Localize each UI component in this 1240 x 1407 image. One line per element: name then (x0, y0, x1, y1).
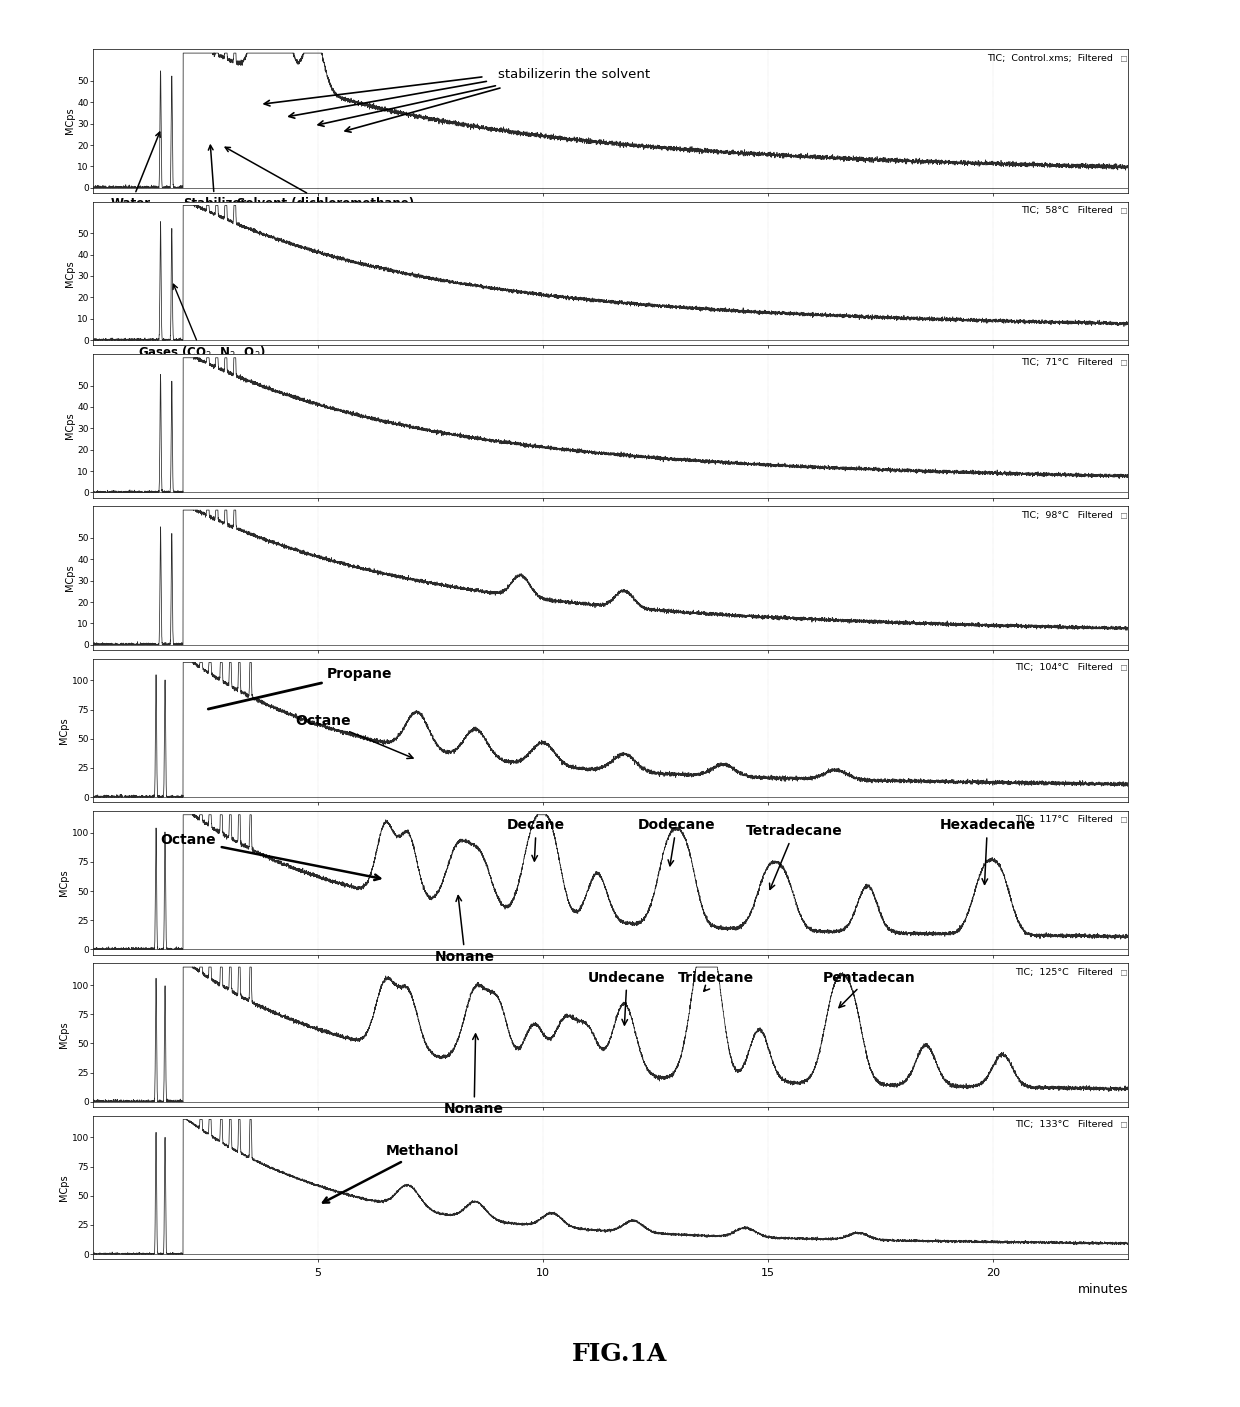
Text: Stabilizer: Stabilizer (184, 145, 247, 210)
Text: TIC;  117°C   Filtered: TIC; 117°C Filtered (1016, 815, 1112, 825)
Text: TIC;  104°C   Filtered: TIC; 104°C Filtered (1016, 663, 1112, 673)
Text: □: □ (1117, 359, 1127, 367)
Text: Tetradecane: Tetradecane (745, 825, 842, 889)
Text: Nonane: Nonane (435, 896, 495, 964)
Y-axis label: MCps: MCps (58, 870, 68, 896)
Y-axis label: MCps: MCps (64, 108, 74, 135)
Text: Water: Water (112, 132, 160, 210)
Text: Methanol: Methanol (324, 1144, 459, 1203)
Y-axis label: MCps: MCps (58, 1173, 68, 1200)
Text: Hexadecane: Hexadecane (940, 819, 1035, 885)
Text: Octane: Octane (295, 713, 413, 758)
Y-axis label: MCps: MCps (58, 1021, 68, 1048)
Text: □: □ (1117, 53, 1127, 62)
Text: □: □ (1117, 1120, 1127, 1128)
Text: Solvent (dichloromethane): Solvent (dichloromethane) (226, 148, 414, 210)
Y-axis label: MCps: MCps (64, 260, 74, 287)
Text: TIC;  Control.xms;  Filtered: TIC; Control.xms; Filtered (987, 53, 1112, 62)
Text: Propane: Propane (208, 667, 393, 709)
Text: Nonane: Nonane (444, 1034, 505, 1117)
Text: □: □ (1117, 968, 1127, 976)
Y-axis label: MCps: MCps (64, 412, 74, 439)
Text: Tridecane: Tridecane (678, 971, 754, 991)
Text: Undecane: Undecane (588, 971, 666, 1026)
Text: □: □ (1117, 205, 1127, 215)
Y-axis label: MCps: MCps (58, 718, 68, 744)
Text: Pentadecan: Pentadecan (822, 971, 915, 1007)
X-axis label: minutes: minutes (1078, 1283, 1128, 1296)
Text: TIC;  71°C   Filtered: TIC; 71°C Filtered (1021, 359, 1112, 367)
Text: TIC;  133°C   Filtered: TIC; 133°C Filtered (1014, 1120, 1112, 1128)
Text: □: □ (1117, 511, 1127, 519)
Text: TIC;  98°C   Filtered: TIC; 98°C Filtered (1021, 511, 1112, 519)
Text: □: □ (1117, 663, 1127, 673)
Text: Decane: Decane (507, 819, 565, 861)
Text: □: □ (1117, 815, 1127, 825)
Text: TIC;  58°C   Filtered: TIC; 58°C Filtered (1021, 205, 1112, 215)
Text: Octane: Octane (160, 833, 381, 879)
Text: stabilizerin the solvent: stabilizerin the solvent (498, 68, 650, 82)
Text: TIC;  125°C   Filtered: TIC; 125°C Filtered (1016, 968, 1112, 976)
Text: Dodecane: Dodecane (637, 819, 715, 865)
Text: FIG.1A: FIG.1A (573, 1341, 667, 1366)
Text: Gases (CO$_2$, N$_2$, O$_2$): Gases (CO$_2$, N$_2$, O$_2$) (138, 284, 267, 362)
Y-axis label: MCps: MCps (64, 564, 74, 591)
